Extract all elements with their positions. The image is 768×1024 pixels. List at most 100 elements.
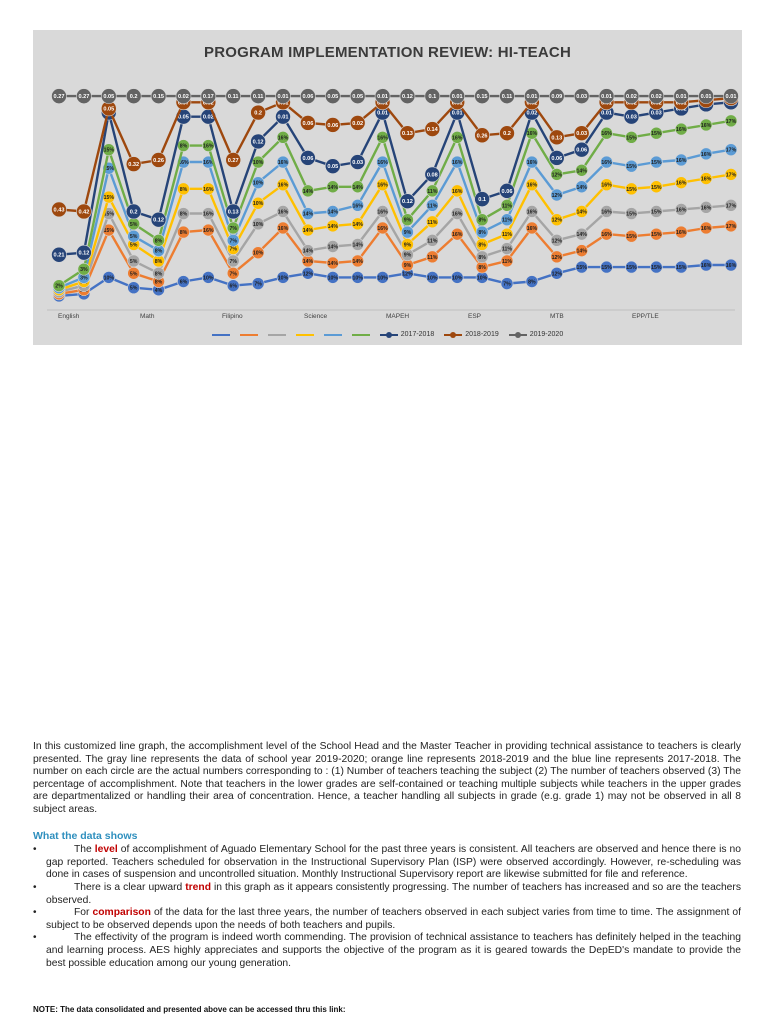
- data-label: 16%: [278, 135, 289, 141]
- data-label: 7%: [229, 226, 237, 232]
- data-label: 15%: [626, 212, 637, 218]
- data-point: [349, 154, 366, 170]
- data-label: 16%: [278, 160, 289, 166]
- data-label: 14%: [303, 259, 314, 265]
- data-label: 0.06: [302, 94, 313, 100]
- data-point: [550, 213, 564, 227]
- data-label: 16%: [601, 232, 612, 238]
- data-label: 0.11: [253, 94, 264, 100]
- data-label: 0.2: [130, 94, 138, 100]
- data-point: [550, 266, 564, 280]
- data-point: [450, 184, 464, 198]
- data-point: [52, 279, 66, 292]
- data-label: 11%: [427, 220, 437, 226]
- data-label: 8%: [180, 212, 188, 218]
- data-point: [426, 234, 439, 247]
- data-label: 0.06: [502, 189, 513, 195]
- data-point: [525, 155, 539, 169]
- x-tick-label: Science: [304, 313, 328, 320]
- data-label: 0.06: [302, 121, 313, 127]
- data-label: 16%: [701, 152, 712, 158]
- data-label: 0.27: [78, 94, 89, 100]
- data-point: [324, 158, 341, 174]
- data-point: [499, 88, 515, 104]
- data-label: 7%: [254, 282, 262, 288]
- data-point: [301, 244, 315, 257]
- data-point: [600, 126, 613, 140]
- data-point: [376, 221, 389, 235]
- legend-marker: [514, 331, 521, 338]
- data-point: [500, 242, 514, 255]
- data-point: [674, 176, 688, 189]
- data-label: 3%: [80, 267, 88, 273]
- data-point: [226, 279, 240, 292]
- data-label: 0.12: [402, 94, 413, 100]
- data-point: [175, 88, 192, 104]
- x-axis-ticks: English Math Filipino Science MAPEH ESP MTB EPP…: [58, 313, 659, 320]
- data-label: 0.13: [402, 131, 413, 137]
- data-label: 0.2: [503, 131, 511, 137]
- data-label: 0.03: [576, 94, 587, 100]
- data-point: [326, 180, 340, 194]
- series-group: 1%2%10%5%4%6%10%6%7%10%12%10%10%10%12%10…: [51, 88, 739, 303]
- data-point: [499, 183, 515, 199]
- data-label: 16%: [676, 181, 687, 187]
- data-label: 15%: [626, 265, 637, 271]
- data-label: 10%: [352, 275, 363, 281]
- data-label: 14%: [328, 261, 339, 267]
- data-point: [374, 88, 391, 104]
- data-label: 15%: [651, 265, 662, 271]
- data-point: [276, 271, 290, 284]
- data-point: [548, 129, 565, 146]
- data-point: [399, 88, 416, 104]
- x-tick-label: English: [58, 313, 80, 320]
- data-point: [300, 115, 316, 131]
- data-label: 16%: [278, 226, 289, 232]
- series-9: 0.27 0.27 0.05 0.2 0.15 0.02 0.17 0.11 0.11 0.01 0…: [51, 88, 739, 104]
- data-label: 15%: [651, 232, 662, 238]
- data-label: 10%: [253, 201, 264, 207]
- data-label: 16%: [676, 207, 687, 213]
- legend-swatch: [508, 331, 527, 338]
- data-point: [226, 221, 240, 235]
- data-label: 0.01: [377, 94, 388, 100]
- data-label: 16%: [701, 226, 712, 232]
- data-point: [76, 244, 92, 261]
- data-point: [674, 203, 688, 216]
- data-point: [202, 207, 215, 220]
- section-heading: What the data shows: [33, 829, 138, 842]
- data-label: 11%: [502, 259, 512, 265]
- data-point: [723, 88, 739, 104]
- data-label: 14%: [352, 222, 363, 228]
- data-point: [376, 205, 389, 218]
- data-label: 8%: [478, 242, 486, 248]
- data-label: 16%: [676, 158, 687, 164]
- data-point: [650, 227, 663, 241]
- bullet-text: The effectivity of the program is indeed…: [46, 932, 741, 969]
- data-point: [226, 254, 240, 268]
- data-label: 9%: [404, 242, 412, 248]
- keyword-trend: trend: [185, 881, 211, 893]
- data-point: [177, 275, 190, 288]
- data-label: 16%: [726, 263, 737, 269]
- data-label: 0.15: [477, 94, 488, 100]
- data-label: 0.06: [551, 156, 562, 162]
- data-label: 10%: [253, 160, 264, 166]
- data-label: 0.05: [327, 94, 338, 100]
- data-point: [650, 126, 663, 140]
- legend-item: 2018-2019: [444, 331, 499, 338]
- data-label: 0.12: [402, 199, 413, 205]
- data-label: 0.02: [526, 111, 537, 117]
- chart-panel: English Math Filipino Science MAPEH ESP MTB EPP…: [33, 30, 742, 345]
- data-point: [202, 139, 215, 152]
- data-point: [150, 211, 167, 228]
- data-label: 0.01: [452, 94, 463, 100]
- data-label: 16%: [203, 160, 214, 166]
- data-label: 8%: [478, 230, 486, 236]
- legend-swatch: [323, 333, 342, 336]
- data-label: 0.43: [54, 207, 65, 213]
- data-label: 7%: [229, 247, 237, 253]
- text-block: In this customized line graph, the accom…: [33, 741, 741, 970]
- legend-label: 2018-2019: [465, 331, 499, 338]
- data-point: [152, 234, 165, 247]
